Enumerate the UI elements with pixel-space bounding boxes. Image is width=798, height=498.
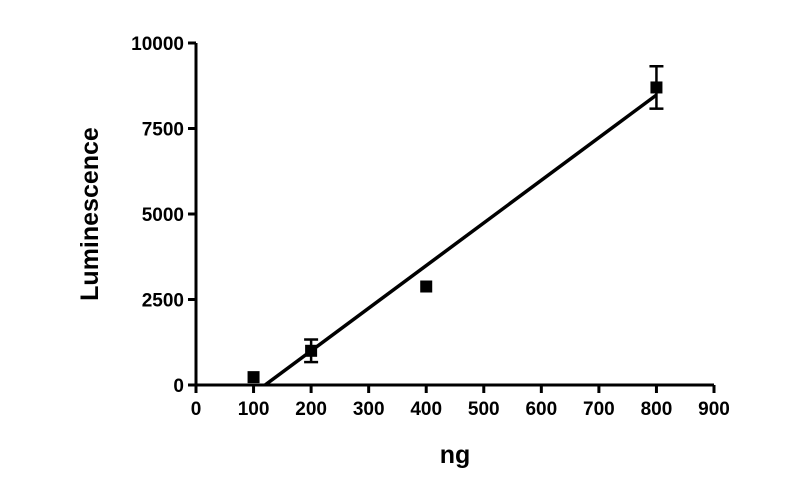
x-axis-title: ng [440, 441, 471, 469]
x-tick-label: 100 [238, 399, 270, 420]
y-tick-label: 5000 [142, 205, 184, 226]
axes [194, 43, 714, 387]
data-point [247, 371, 260, 384]
x-tick-label: 0 [191, 399, 202, 420]
y-tick-label: 0 [173, 376, 184, 397]
x-axis-ticks: 0 100 200 300 400 500 600 700 800 900 [191, 385, 730, 420]
regression-line [264, 93, 658, 387]
y-axis-ticks: 0 2500 5000 7500 10000 [131, 34, 196, 397]
regression-line-group [264, 93, 658, 387]
x-tick-label: 700 [583, 399, 615, 420]
data-point [420, 280, 433, 293]
x-tick-label: 400 [410, 399, 442, 420]
data-point [650, 81, 663, 94]
x-tick-label: 800 [641, 399, 673, 420]
x-tick-label: 900 [698, 399, 730, 420]
y-tick-label: 7500 [142, 120, 184, 141]
y-axis-title: Luminescence [76, 127, 104, 301]
x-tick-label: 500 [468, 399, 500, 420]
x-tick-label: 200 [295, 399, 327, 420]
y-tick-label: 2500 [142, 291, 184, 312]
x-tick-label: 300 [353, 399, 385, 420]
data-point [305, 344, 318, 357]
x-tick-label: 600 [525, 399, 557, 420]
y-tick-label: 10000 [131, 34, 184, 55]
data-points [247, 81, 663, 384]
